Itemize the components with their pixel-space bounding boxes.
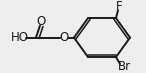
Text: Br: Br (117, 60, 131, 73)
Text: F: F (116, 0, 122, 13)
Text: HO: HO (11, 31, 29, 44)
Text: O: O (36, 15, 46, 28)
Text: O: O (59, 31, 69, 44)
